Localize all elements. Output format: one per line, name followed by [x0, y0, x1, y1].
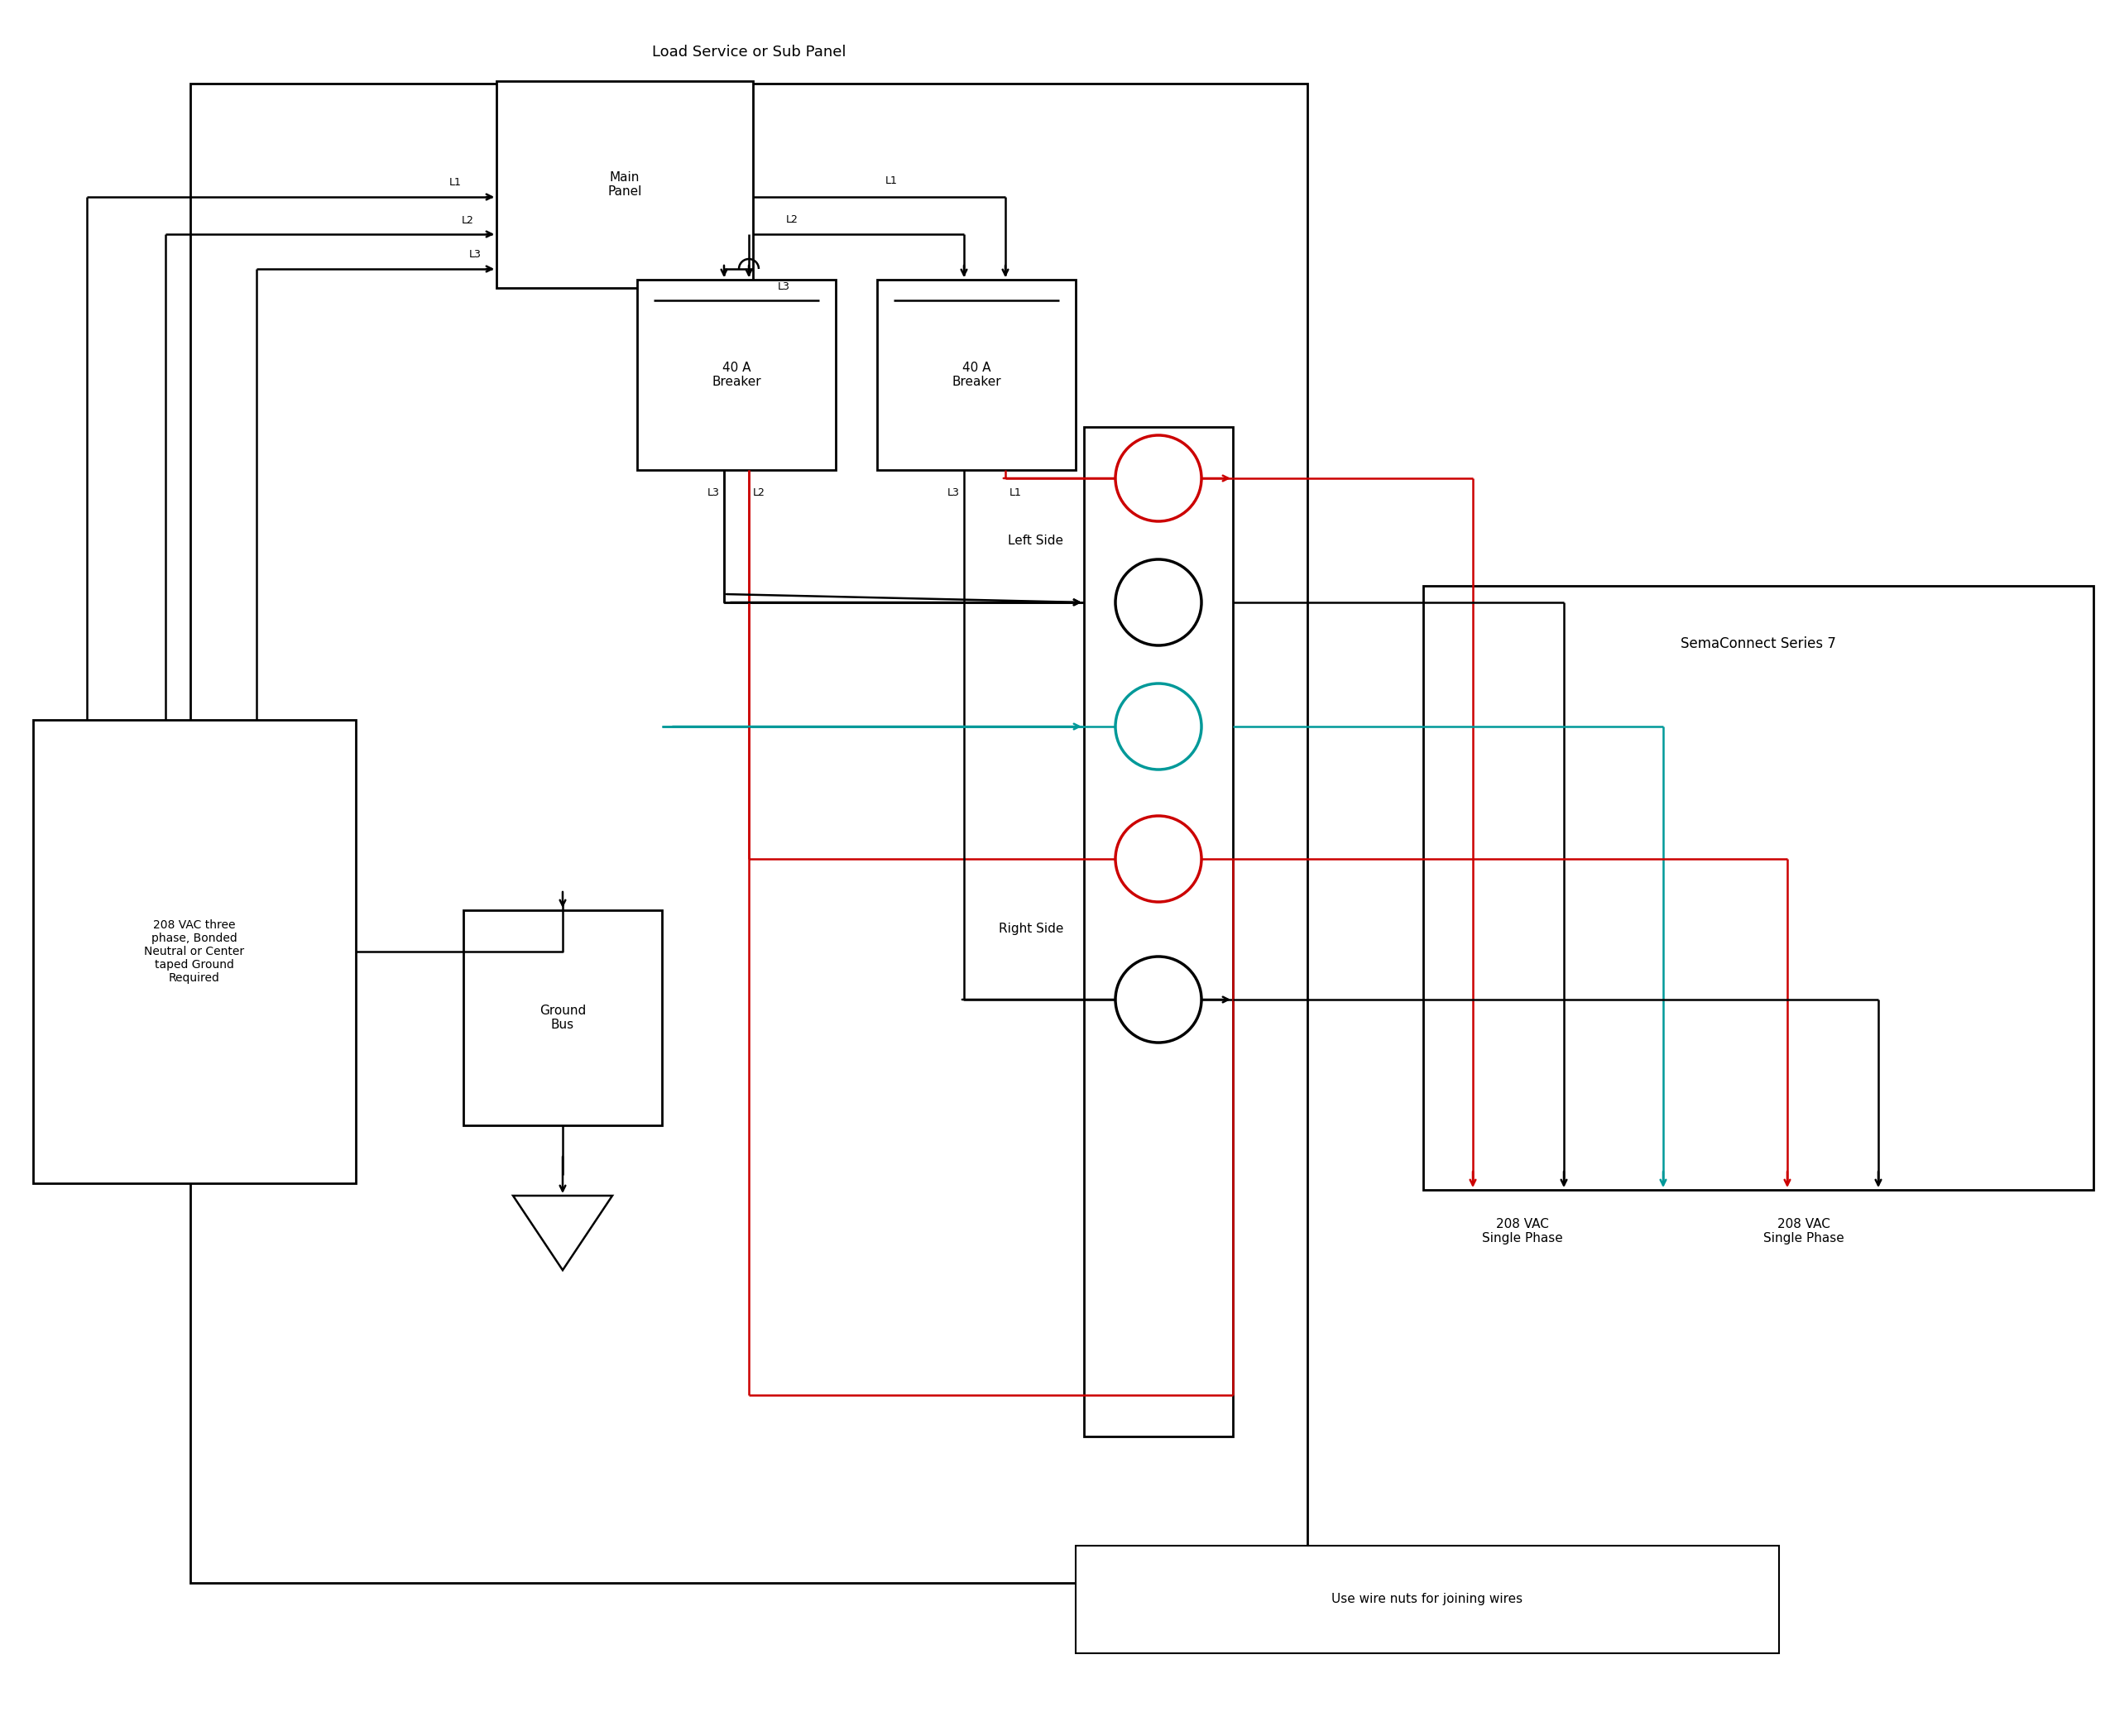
Text: L2: L2 — [753, 488, 766, 498]
Circle shape — [1116, 957, 1201, 1043]
Text: Load Service or Sub Panel: Load Service or Sub Panel — [652, 45, 846, 59]
Text: Right Side: Right Side — [998, 924, 1063, 936]
Text: L1: L1 — [886, 175, 897, 186]
Text: 208 VAC
Single Phase: 208 VAC Single Phase — [1764, 1219, 1844, 1245]
Bar — [464, 910, 663, 1125]
Text: L3: L3 — [947, 488, 960, 498]
Bar — [1076, 1545, 1779, 1653]
Circle shape — [1116, 559, 1201, 646]
Text: 40 A
Breaker: 40 A Breaker — [952, 361, 1000, 389]
Circle shape — [1116, 684, 1201, 769]
Text: 40 A
Breaker: 40 A Breaker — [711, 361, 762, 389]
Text: L1: L1 — [1009, 488, 1021, 498]
Bar — [637, 279, 836, 470]
Text: Left Side: Left Side — [1009, 535, 1063, 547]
Text: Ground
Bus: Ground Bus — [540, 1005, 587, 1031]
Bar — [1085, 427, 1232, 1436]
Text: SemaConnect Series 7: SemaConnect Series 7 — [1680, 637, 1836, 651]
Text: Main
Panel: Main Panel — [608, 172, 641, 198]
Text: Use wire nuts for joining wires: Use wire nuts for joining wires — [1331, 1594, 1523, 1606]
Text: L2: L2 — [787, 214, 798, 224]
Text: 208 VAC
Single Phase: 208 VAC Single Phase — [1481, 1219, 1564, 1245]
Circle shape — [1116, 436, 1201, 521]
Text: 208 VAC three
phase, Bonded
Neutral or Center
taped Ground
Required: 208 VAC three phase, Bonded Neutral or C… — [143, 918, 245, 984]
Text: L2: L2 — [462, 215, 473, 226]
Text: L3: L3 — [779, 281, 789, 292]
Bar — [34, 720, 357, 1184]
Bar — [878, 279, 1076, 470]
Text: L3: L3 — [468, 250, 481, 260]
Bar — [496, 82, 753, 288]
Bar — [190, 83, 1308, 1583]
Text: L1: L1 — [449, 177, 462, 187]
Text: L3: L3 — [707, 488, 720, 498]
Bar — [1424, 585, 2093, 1189]
Circle shape — [1116, 816, 1201, 903]
